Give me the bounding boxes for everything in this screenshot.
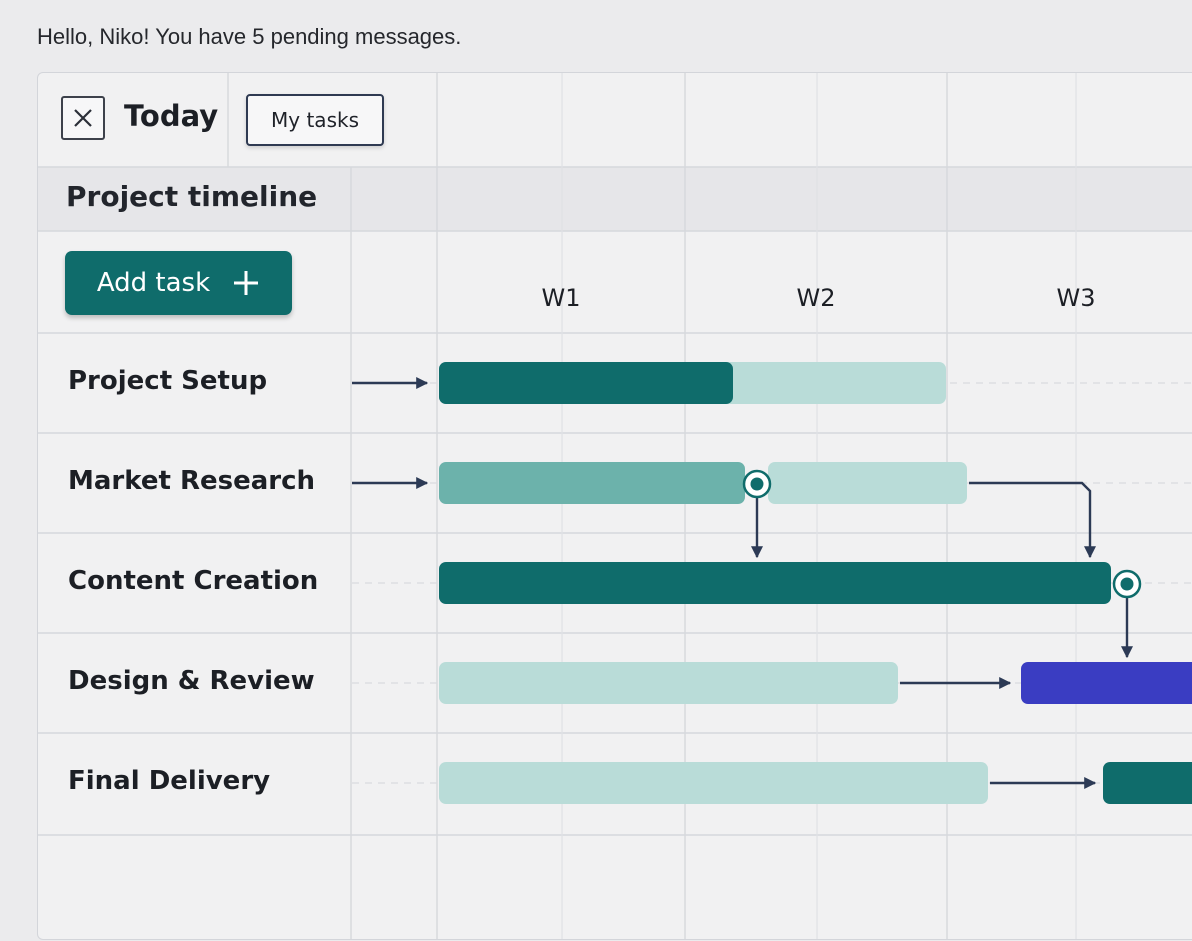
section-header-band: [38, 167, 1192, 231]
add-task-label: Add task: [96, 268, 211, 298]
plus-icon: [234, 271, 259, 295]
week-label-1: W1: [541, 284, 581, 312]
milestone-market-research-dot: [750, 477, 764, 491]
add-task-button[interactable]: Add task: [65, 251, 292, 315]
task-label-design-review[interactable]: Design & Review: [68, 666, 315, 696]
week-label-2: W2: [796, 284, 836, 312]
greeting-message: Hello, Niko! You have 5 pending messages…: [37, 24, 462, 49]
close-button[interactable]: [61, 96, 105, 140]
bar-design-review-b: [1021, 662, 1192, 704]
week-label-3: W3: [1056, 284, 1096, 312]
toolbar-title: Today: [124, 99, 219, 133]
bar-project-setup-progress: [439, 362, 733, 404]
bar-market-research-b: [768, 462, 967, 504]
close-icon: [74, 109, 92, 127]
bar-market-research-a: [439, 462, 745, 504]
project-panel: Today My tasks Project timeline Add task…: [37, 72, 1192, 940]
my-tasks-button[interactable]: My tasks: [246, 94, 384, 146]
task-label-content-creation[interactable]: Content Creation: [68, 566, 319, 596]
milestone-content-creation-dot: [1120, 577, 1134, 591]
bar-content-creation: [439, 562, 1111, 604]
link-research-to-content-2: [969, 481, 1096, 559]
task-label-project-setup[interactable]: Project Setup: [68, 366, 268, 396]
task-label-final-delivery[interactable]: Final Delivery: [68, 766, 271, 796]
bar-final-delivery-a: [439, 762, 988, 804]
task-label-market-research[interactable]: Market Research: [68, 466, 315, 496]
bar-final-delivery-b: [1103, 762, 1192, 804]
section-title: Project timeline: [66, 180, 318, 213]
bar-design-review-a: [439, 662, 898, 704]
gantt-canvas: [38, 73, 1192, 939]
